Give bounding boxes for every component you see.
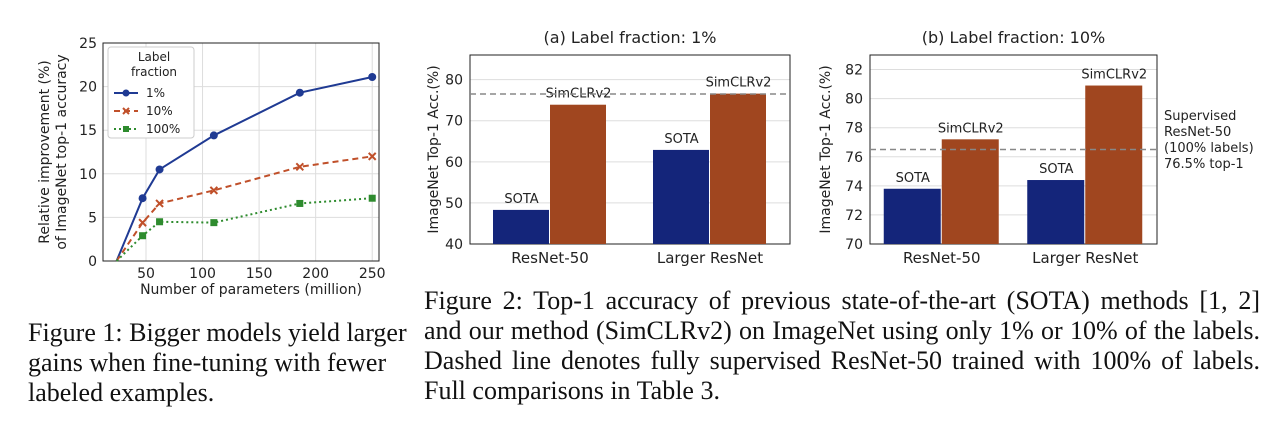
y-tick-label: 40 xyxy=(445,237,463,253)
legend-title: fraction xyxy=(131,65,177,79)
y-axis-label: Relative improvement (%)of ImageNet top-… xyxy=(37,54,70,249)
legend-box xyxy=(107,46,195,139)
chart-title: (b) Label fraction: 10% xyxy=(922,28,1105,47)
bar-simclrv2 xyxy=(941,139,999,244)
bar-label: SimCLRv2 xyxy=(546,87,612,102)
y-tick-label: 76 xyxy=(845,150,863,166)
bar-sota xyxy=(1027,180,1085,244)
data-point xyxy=(295,88,304,97)
reference-label: 76.5% top-1 xyxy=(1164,157,1244,172)
bar-chart-label-fraction-1: 40 50 60 70 80 (a) Label fraction: 1% ImageNet… xyxy=(426,28,791,267)
bar-label: SimCLRv2 xyxy=(706,76,772,91)
bar-sota xyxy=(883,188,941,244)
reference-label: ResNet-50 xyxy=(1164,125,1231,140)
bar-simclrv2 xyxy=(550,104,606,245)
data-point xyxy=(368,152,377,161)
y-tick-label: 78 xyxy=(845,121,863,137)
data-point xyxy=(139,232,147,240)
legend-marker xyxy=(122,107,130,115)
data-point xyxy=(138,194,147,203)
y-tick-label: 10 xyxy=(79,167,97,183)
y-tick-label: 25 xyxy=(79,36,97,52)
bar-label: SimCLRv2 xyxy=(1081,68,1147,83)
category-label: ResNet-50 xyxy=(511,249,589,267)
plot-frame xyxy=(469,54,791,245)
series-line-1% xyxy=(115,76,373,262)
data-point xyxy=(138,218,147,227)
bar-label: SOTA xyxy=(664,132,698,147)
y-tick-label: 74 xyxy=(845,179,863,195)
y-tick-label: 50 xyxy=(445,196,463,212)
legend-marker xyxy=(122,89,130,97)
y-tick-label: 80 xyxy=(445,73,463,89)
chart-title: (a) Label fraction: 1% xyxy=(544,28,717,47)
y-tick-label: 70 xyxy=(845,237,863,253)
legend-label: 1% xyxy=(146,86,165,100)
bar-sota xyxy=(653,149,709,244)
category-label: Larger ResNet xyxy=(1032,249,1138,267)
plot-frame xyxy=(102,42,380,262)
legend-title: Label xyxy=(138,50,170,64)
y-tick-label: 5 xyxy=(88,210,97,226)
bar-label: SOTA xyxy=(896,171,930,186)
data-point xyxy=(295,162,305,172)
y-axis-label: ImageNet Top-1 Acc.(%) xyxy=(818,65,834,233)
bar-chart-label-fraction-10: 70 72 74 76 78 80 82 (b) Label fraction: 10% Ima… xyxy=(818,28,1254,267)
x-tick-label: 100 xyxy=(189,266,216,282)
legend-marker xyxy=(123,126,129,132)
bar-sota xyxy=(493,209,549,244)
legend-label: 10% xyxy=(146,104,173,118)
y-tick-label: 15 xyxy=(79,123,97,139)
y-tick-label: 70 xyxy=(445,114,463,130)
data-point xyxy=(210,219,218,227)
data-point xyxy=(209,131,218,140)
bar-simclrv2 xyxy=(1085,85,1143,245)
y-axis-label-line: Relative improvement (%) xyxy=(37,60,53,244)
bar-label: SOTA xyxy=(504,192,538,207)
y-axis-label: ImageNet Top-1 Acc.(%) xyxy=(426,65,442,233)
x-tick-label: 250 xyxy=(359,266,386,282)
data-point xyxy=(368,194,376,202)
y-tick-label: 82 xyxy=(845,63,863,79)
x-tick-label: 200 xyxy=(302,266,329,282)
category-label: ResNet-50 xyxy=(903,249,981,267)
x-axis-label: Number of parameters (million) xyxy=(140,282,362,298)
bar-simclrv2 xyxy=(710,93,766,245)
y-tick-label: 80 xyxy=(845,92,863,108)
data-point xyxy=(209,186,219,195)
bar-label: SimCLRv2 xyxy=(938,121,1004,136)
y-tick-label: 20 xyxy=(79,80,97,96)
data-point xyxy=(296,199,304,207)
x-tick-label: 50 xyxy=(137,266,155,282)
legend-label: 100% xyxy=(146,122,180,136)
category-label: Larger ResNet xyxy=(657,249,763,267)
data-point xyxy=(368,73,377,82)
series-line-100% xyxy=(115,197,373,262)
y-axis-label-line: of ImageNet top-1 accuracy xyxy=(54,54,70,249)
data-point xyxy=(156,218,164,226)
reference-label: (100% labels) xyxy=(1164,141,1254,156)
y-tick-label: 0 xyxy=(88,254,97,270)
series-line-10% xyxy=(115,155,373,262)
figure1-caption: Figure 1: Bigger models yield larger gai… xyxy=(28,318,407,407)
data-point xyxy=(155,199,164,208)
bar-label: SOTA xyxy=(1039,162,1073,177)
y-tick-label: 72 xyxy=(845,208,863,224)
data-point xyxy=(155,165,164,174)
figure2-caption: Figure 2: Top-1 accuracy of previous sta… xyxy=(424,286,1260,405)
x-tick-label: 150 xyxy=(246,266,273,282)
reference-label: Supervised xyxy=(1164,109,1236,124)
y-tick-label: 60 xyxy=(445,155,463,171)
